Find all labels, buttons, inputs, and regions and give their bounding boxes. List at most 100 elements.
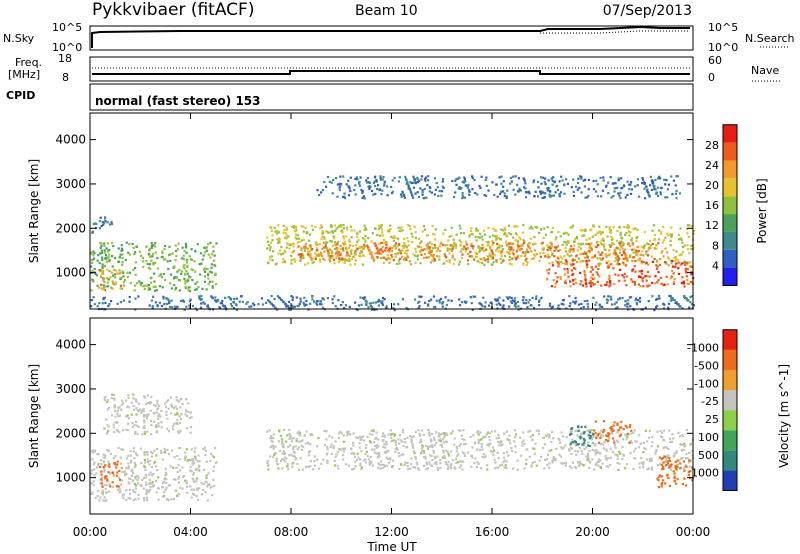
echo-cell [408, 225, 411, 228]
echo-cell [433, 462, 436, 465]
echo-cell [129, 497, 132, 500]
echo-cell [191, 268, 194, 272]
echo-cell [93, 461, 96, 464]
echo-cell [193, 450, 196, 453]
echo-cell [276, 232, 279, 235]
echo-cell [575, 282, 578, 285]
echo-cell [190, 258, 194, 261]
echo-cell [442, 262, 445, 265]
echo-cell [551, 460, 554, 463]
echo-cell [495, 234, 498, 238]
echo-cell [668, 257, 671, 261]
echo-cell [269, 241, 273, 244]
echo-cell [167, 452, 171, 455]
echo-cell [103, 427, 106, 430]
echo-cell [376, 444, 379, 447]
echo-cell [618, 462, 621, 465]
echo-cell [113, 273, 116, 276]
echo-cell [158, 413, 161, 416]
echo-cell [592, 224, 595, 227]
echo-cell [655, 267, 659, 270]
echo-cell [120, 244, 123, 247]
echo-cell [415, 250, 418, 253]
echo-cell [379, 257, 383, 260]
echo-cell [511, 175, 515, 178]
echo-cell [554, 459, 557, 462]
echo-cell [123, 471, 126, 474]
echo-cell [349, 190, 352, 193]
echo-cell [537, 429, 540, 432]
echo-cell [491, 263, 494, 266]
echo-cell [656, 430, 659, 433]
echo-cell [169, 305, 172, 308]
echo-cell [146, 263, 149, 266]
echo-cell [114, 409, 117, 412]
echo-cell [410, 439, 413, 442]
echo-cell [531, 296, 534, 299]
echo-cell [133, 466, 136, 469]
echo-cell [641, 250, 644, 253]
echo-cell [320, 303, 323, 306]
echo-cell [461, 451, 464, 454]
echo-cell [342, 450, 345, 453]
echo-cell [345, 254, 348, 257]
echo-cell [504, 229, 507, 232]
echo-cell [155, 424, 158, 427]
echo-cell [282, 231, 285, 234]
echo-cell [181, 402, 184, 406]
echo-cell [377, 184, 380, 187]
echo-cell [602, 431, 605, 434]
echo-cell [425, 196, 428, 199]
echo-cell [329, 255, 332, 258]
echo-cell [103, 470, 106, 473]
echo-cell [552, 437, 555, 440]
echo-cell [583, 447, 586, 450]
echo-cell [533, 242, 536, 246]
echo-cell [107, 406, 111, 409]
echo-cell [412, 466, 415, 469]
echo-cell [296, 448, 299, 451]
echo-cell [647, 193, 650, 197]
echo-cell [270, 255, 273, 258]
echo-cell [502, 299, 505, 302]
echo-cell [164, 488, 167, 491]
echo-cell [544, 177, 547, 180]
echo-cell [616, 422, 619, 425]
echo-cell [475, 227, 478, 230]
echo-cell [336, 464, 339, 467]
echo-cell [100, 224, 103, 228]
echo-cell [612, 243, 615, 246]
echo-cell [595, 449, 598, 452]
echo-cell [538, 304, 541, 307]
echo-cell [469, 435, 472, 438]
echo-cell [134, 491, 137, 494]
echo-cell [605, 439, 608, 442]
echo-cell [371, 433, 374, 436]
echo-cell [176, 419, 179, 422]
echo-cell [414, 254, 417, 257]
freq-label-1: Freq. [15, 56, 42, 69]
echo-cell [111, 241, 114, 244]
echo-cell [199, 306, 203, 309]
echo-cell [516, 459, 519, 462]
echo-cell [610, 298, 613, 301]
echo-cell [372, 181, 375, 185]
echo-cell [460, 257, 463, 260]
echo-cell [324, 245, 327, 248]
echo-cell [417, 306, 420, 310]
echo-cell [150, 465, 153, 469]
echo-cell [410, 440, 413, 443]
echo-cell [394, 236, 397, 239]
echo-cell [521, 441, 524, 444]
echo-cell [688, 252, 691, 255]
echo-cell [664, 461, 667, 464]
echo-cell [119, 284, 123, 287]
echo-cell [132, 488, 135, 492]
echo-cell [360, 468, 363, 471]
echo-cell [548, 268, 551, 271]
echo-cell [97, 490, 100, 493]
echo-cell [222, 304, 225, 307]
echo-cell [676, 465, 679, 468]
echo-cell [668, 294, 671, 297]
echo-cell [212, 478, 215, 481]
